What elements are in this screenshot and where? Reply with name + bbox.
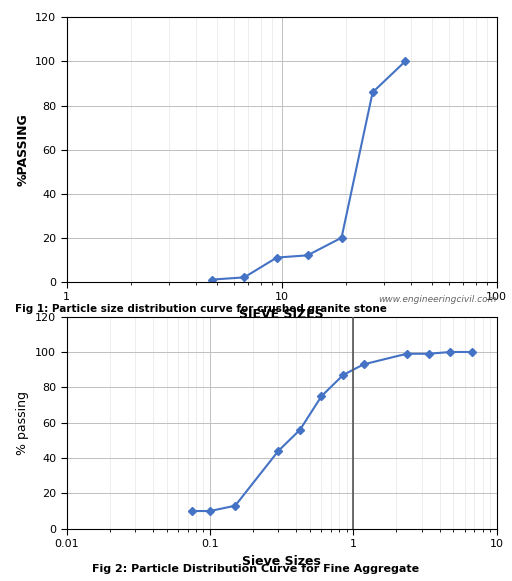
Text: Fig 1: Particle size distribution curve for crushed granite stone: Fig 1: Particle size distribution curve … <box>15 304 387 314</box>
X-axis label: Sieve Sizes: Sieve Sizes <box>242 555 321 568</box>
Y-axis label: % passing: % passing <box>16 390 30 455</box>
Text: www.engineeringcivil.com: www.engineeringcivil.com <box>378 295 497 304</box>
Text: Fig 2: Particle Distribution Curve for Fine Aggregate: Fig 2: Particle Distribution Curve for F… <box>93 564 419 574</box>
Y-axis label: %PASSING: %PASSING <box>16 113 30 186</box>
X-axis label: SIEVE SIZES: SIEVE SIZES <box>239 308 324 321</box>
